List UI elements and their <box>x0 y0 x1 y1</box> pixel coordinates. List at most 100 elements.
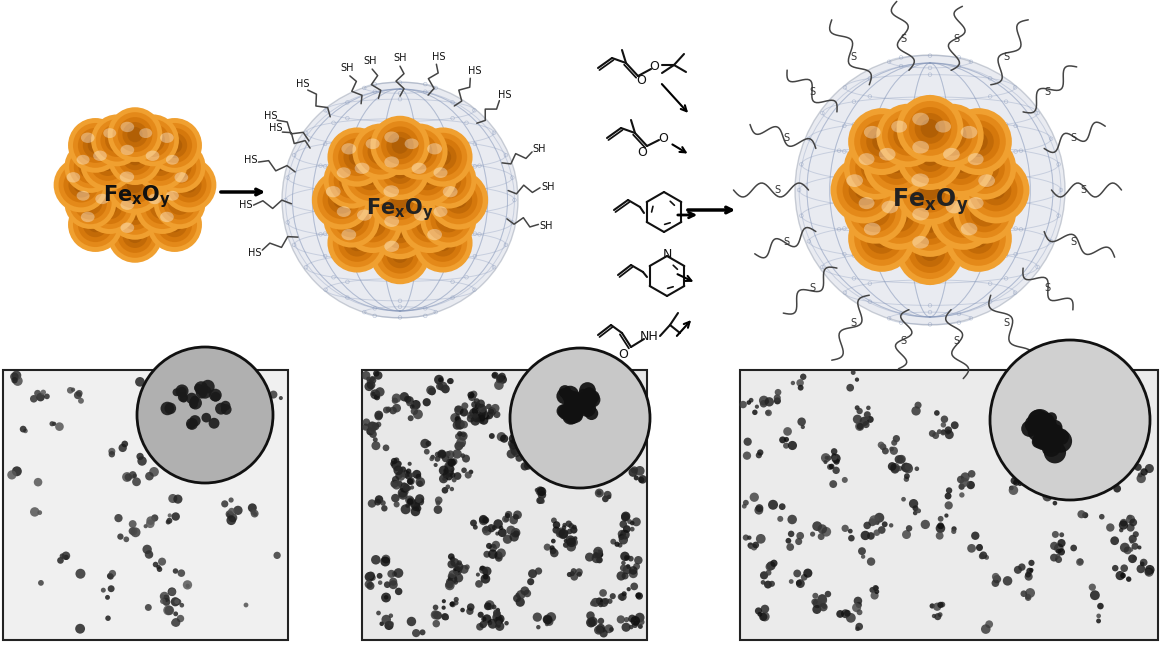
Circle shape <box>78 398 84 404</box>
Circle shape <box>226 511 233 518</box>
Circle shape <box>183 467 192 476</box>
Circle shape <box>878 526 886 534</box>
Circle shape <box>1109 463 1118 471</box>
Circle shape <box>630 521 635 526</box>
Circle shape <box>411 502 420 511</box>
Circle shape <box>1076 559 1083 566</box>
Circle shape <box>945 492 952 500</box>
Circle shape <box>505 511 512 518</box>
Circle shape <box>967 481 975 489</box>
Circle shape <box>1025 588 1034 598</box>
Circle shape <box>620 564 627 572</box>
Circle shape <box>962 223 994 254</box>
Circle shape <box>165 606 174 615</box>
Circle shape <box>430 229 456 257</box>
Circle shape <box>455 417 460 421</box>
Circle shape <box>546 618 554 626</box>
Circle shape <box>44 393 50 399</box>
Circle shape <box>937 121 967 150</box>
Circle shape <box>181 178 196 192</box>
Circle shape <box>146 133 160 148</box>
Circle shape <box>1054 544 1063 553</box>
Circle shape <box>957 217 1000 260</box>
Circle shape <box>911 406 921 415</box>
Circle shape <box>1130 454 1137 461</box>
Circle shape <box>394 502 399 507</box>
Circle shape <box>940 415 949 423</box>
Circle shape <box>1045 475 1054 485</box>
Circle shape <box>180 603 185 608</box>
Circle shape <box>957 476 965 483</box>
Circle shape <box>932 115 972 156</box>
Circle shape <box>593 547 603 556</box>
Circle shape <box>1137 564 1145 573</box>
Circle shape <box>580 391 598 408</box>
Circle shape <box>455 433 462 439</box>
Circle shape <box>938 516 944 522</box>
Circle shape <box>527 578 534 585</box>
Circle shape <box>160 594 164 598</box>
Circle shape <box>564 538 568 543</box>
Circle shape <box>481 574 490 584</box>
Circle shape <box>391 494 399 502</box>
Circle shape <box>916 509 921 513</box>
Text: S: S <box>851 52 857 62</box>
Circle shape <box>454 567 461 573</box>
Circle shape <box>34 390 41 397</box>
Ellipse shape <box>913 141 929 154</box>
Circle shape <box>866 203 885 221</box>
Circle shape <box>582 392 592 402</box>
Circle shape <box>860 120 903 163</box>
Circle shape <box>1036 424 1047 435</box>
Circle shape <box>486 543 492 549</box>
Circle shape <box>406 477 414 485</box>
Circle shape <box>921 180 940 200</box>
Circle shape <box>413 499 418 504</box>
Circle shape <box>507 440 515 447</box>
Circle shape <box>101 588 106 593</box>
Text: SH: SH <box>394 53 406 63</box>
Circle shape <box>510 516 518 524</box>
Circle shape <box>1099 457 1109 468</box>
Circle shape <box>801 425 805 429</box>
Circle shape <box>584 408 592 417</box>
Circle shape <box>824 456 829 460</box>
Circle shape <box>1132 543 1139 550</box>
Circle shape <box>777 516 784 522</box>
Circle shape <box>327 187 355 214</box>
Circle shape <box>562 526 567 530</box>
Circle shape <box>915 467 920 471</box>
Circle shape <box>1090 590 1099 600</box>
Circle shape <box>485 411 493 419</box>
Circle shape <box>456 561 462 566</box>
Circle shape <box>62 551 70 560</box>
Circle shape <box>78 207 113 242</box>
Circle shape <box>884 201 915 232</box>
Text: S: S <box>1070 133 1077 143</box>
Circle shape <box>114 514 123 522</box>
Circle shape <box>1128 555 1137 563</box>
Circle shape <box>1045 453 1051 458</box>
Circle shape <box>404 396 411 403</box>
Circle shape <box>529 404 539 413</box>
Circle shape <box>757 612 763 617</box>
Circle shape <box>543 615 553 624</box>
Circle shape <box>936 524 945 533</box>
Circle shape <box>1041 427 1057 443</box>
Circle shape <box>618 403 628 413</box>
Circle shape <box>488 524 496 533</box>
Circle shape <box>1040 424 1052 437</box>
Ellipse shape <box>103 128 116 138</box>
Circle shape <box>167 513 172 518</box>
Circle shape <box>368 139 394 165</box>
Circle shape <box>416 210 444 237</box>
Circle shape <box>479 515 488 524</box>
Circle shape <box>551 518 557 524</box>
Circle shape <box>824 591 831 597</box>
Circle shape <box>317 176 366 224</box>
Circle shape <box>616 572 626 581</box>
Circle shape <box>764 581 772 588</box>
Circle shape <box>152 202 197 247</box>
Circle shape <box>401 504 411 515</box>
Circle shape <box>940 430 945 435</box>
